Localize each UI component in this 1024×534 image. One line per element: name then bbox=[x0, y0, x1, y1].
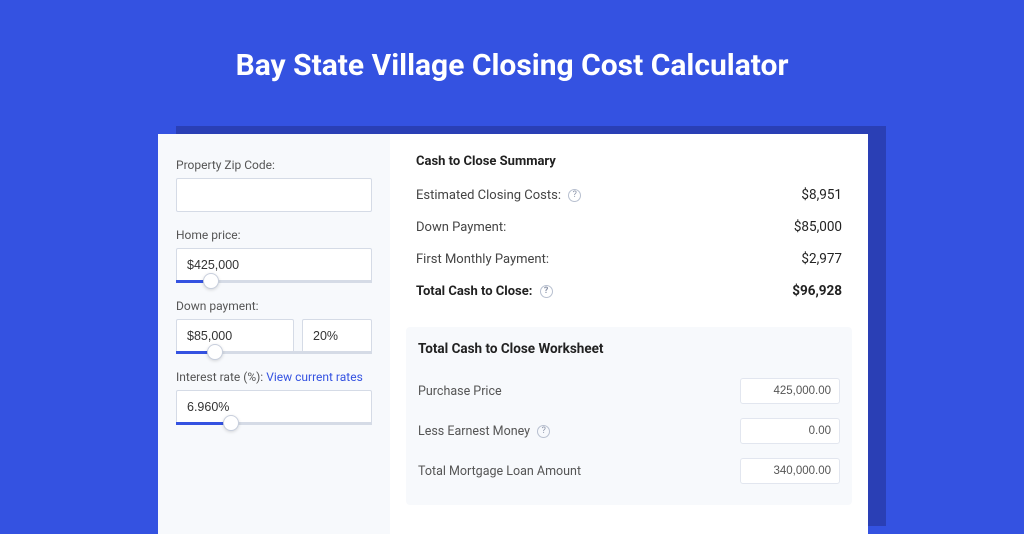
worksheet-label: Less Earnest Money ? bbox=[418, 424, 550, 439]
summary-value: $85,000 bbox=[794, 219, 842, 235]
worksheet-label: Purchase Price bbox=[418, 384, 502, 399]
help-icon[interactable]: ? bbox=[540, 285, 553, 298]
worksheet-value-input[interactable] bbox=[740, 458, 840, 484]
zip-label: Property Zip Code: bbox=[176, 158, 372, 172]
slider-track bbox=[176, 422, 372, 425]
down-payment-field-group: Down payment: bbox=[176, 299, 372, 354]
help-icon[interactable]: ? bbox=[568, 189, 581, 202]
summary-label: Down Payment: bbox=[416, 220, 506, 235]
help-icon[interactable]: ? bbox=[537, 425, 550, 438]
down-payment-slider[interactable] bbox=[176, 351, 372, 354]
zip-input[interactable] bbox=[176, 178, 372, 212]
interest-rate-label: Interest rate (%): View current rates bbox=[176, 370, 372, 384]
summary-total-value: $96,928 bbox=[792, 283, 842, 299]
results-panel: Cash to Close Summary Estimated Closing … bbox=[390, 134, 868, 534]
slider-thumb[interactable] bbox=[207, 344, 223, 360]
interest-rate-slider[interactable] bbox=[176, 422, 372, 425]
worksheet-title: Total Cash to Close Worksheet bbox=[418, 341, 840, 357]
worksheet-row-purchase-price: Purchase Price bbox=[418, 371, 840, 411]
summary-value: $8,951 bbox=[801, 187, 842, 203]
summary-title: Cash to Close Summary bbox=[416, 154, 842, 169]
zip-field-group: Property Zip Code: bbox=[176, 158, 372, 212]
interest-rate-input[interactable] bbox=[176, 390, 372, 424]
view-rates-link[interactable]: View current rates bbox=[266, 370, 363, 384]
worksheet-value-input[interactable] bbox=[740, 418, 840, 444]
interest-rate-field-group: Interest rate (%): View current rates bbox=[176, 370, 372, 425]
summary-card: Cash to Close Summary Estimated Closing … bbox=[406, 148, 852, 315]
worksheet-card: Total Cash to Close Worksheet Purchase P… bbox=[406, 327, 852, 505]
worksheet-row-loan-amount: Total Mortgage Loan Amount bbox=[418, 451, 840, 491]
down-payment-label: Down payment: bbox=[176, 299, 372, 313]
inputs-panel: Property Zip Code: Home price: Down paym… bbox=[158, 134, 390, 534]
slider-track bbox=[176, 351, 372, 354]
slider-thumb[interactable] bbox=[223, 415, 239, 431]
home-price-slider[interactable] bbox=[176, 280, 372, 283]
summary-total-label-text: Total Cash to Close: bbox=[416, 284, 532, 299]
home-price-field-group: Home price: bbox=[176, 228, 372, 283]
worksheet-label: Total Mortgage Loan Amount bbox=[418, 464, 581, 479]
interest-rate-label-text: Interest rate (%): bbox=[176, 370, 263, 384]
summary-row-closing-costs: Estimated Closing Costs: ? $8,951 bbox=[416, 179, 842, 211]
summary-row-total: Total Cash to Close: ? $96,928 bbox=[416, 275, 842, 307]
page-title: Bay State Village Closing Cost Calculato… bbox=[0, 0, 1024, 107]
down-payment-input[interactable] bbox=[176, 319, 294, 353]
summary-row-down-payment: Down Payment: $85,000 bbox=[416, 211, 842, 243]
down-payment-row bbox=[176, 319, 372, 353]
down-payment-percent-input[interactable] bbox=[302, 319, 372, 353]
summary-row-first-payment: First Monthly Payment: $2,977 bbox=[416, 243, 842, 275]
worksheet-row-earnest-money: Less Earnest Money ? bbox=[418, 411, 840, 451]
worksheet-value-input[interactable] bbox=[740, 378, 840, 404]
calculator-card: Property Zip Code: Home price: Down paym… bbox=[158, 134, 868, 534]
worksheet-label-text: Less Earnest Money bbox=[418, 424, 530, 439]
slider-thumb[interactable] bbox=[203, 273, 219, 289]
summary-label: Estimated Closing Costs: ? bbox=[416, 188, 581, 203]
summary-value: $2,977 bbox=[801, 251, 842, 267]
home-price-label: Home price: bbox=[176, 228, 372, 242]
summary-label: First Monthly Payment: bbox=[416, 252, 549, 267]
summary-label-text: Estimated Closing Costs: bbox=[416, 188, 561, 203]
summary-label: Total Cash to Close: ? bbox=[416, 284, 553, 299]
